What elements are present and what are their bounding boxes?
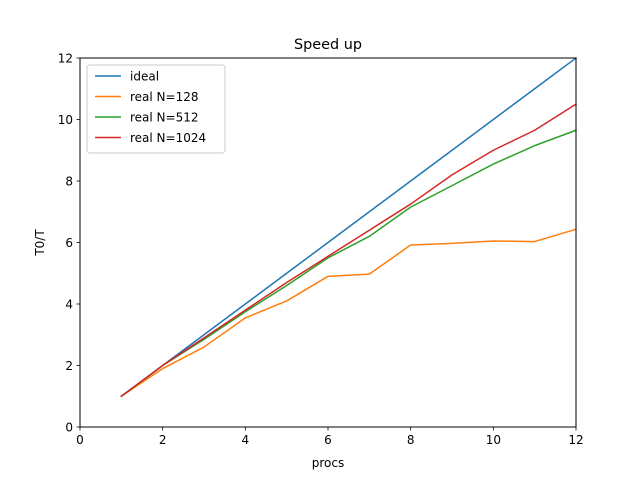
y-tick-label: 8 <box>65 175 73 189</box>
x-tick-label: 6 <box>324 433 332 447</box>
x-tick-label: 10 <box>486 433 501 447</box>
legend-label: real N=512 <box>130 111 199 125</box>
y-tick-label: 10 <box>58 113 73 127</box>
series-line-3 <box>120 103 578 398</box>
x-axis: 0 2 4 6 8 10 12 <box>76 427 584 447</box>
y-axis: 0 2 4 6 8 10 12 <box>58 52 80 435</box>
y-tick-label: 2 <box>65 359 73 373</box>
x-tick-label: 12 <box>568 433 583 447</box>
x-tick-label: 8 <box>407 433 415 447</box>
y-tick-label: 0 <box>65 421 73 435</box>
x-tick-label: 0 <box>76 433 84 447</box>
legend-label: real N=128 <box>130 90 199 104</box>
legend-box <box>86 64 226 154</box>
legend-label: ideal <box>130 70 159 84</box>
series-line-0 <box>120 56 578 398</box>
series-line-2 <box>120 129 577 398</box>
legend: ideal real N=128 real N=512 real N=1024 <box>86 64 226 154</box>
plot-lines <box>120 56 578 398</box>
y-axis-label: T0/T <box>33 229 47 257</box>
chart-title: Speed up <box>294 37 362 53</box>
x-axis-label: procs <box>312 456 344 470</box>
y-tick-label: 12 <box>58 52 73 66</box>
x-tick-label: 4 <box>242 433 250 447</box>
y-tick-label: 4 <box>65 298 73 312</box>
legend-label: real N=1024 <box>130 131 206 145</box>
y-tick-label: 6 <box>65 236 73 250</box>
x-tick-label: 2 <box>159 433 167 447</box>
series-line-1 <box>120 228 577 398</box>
